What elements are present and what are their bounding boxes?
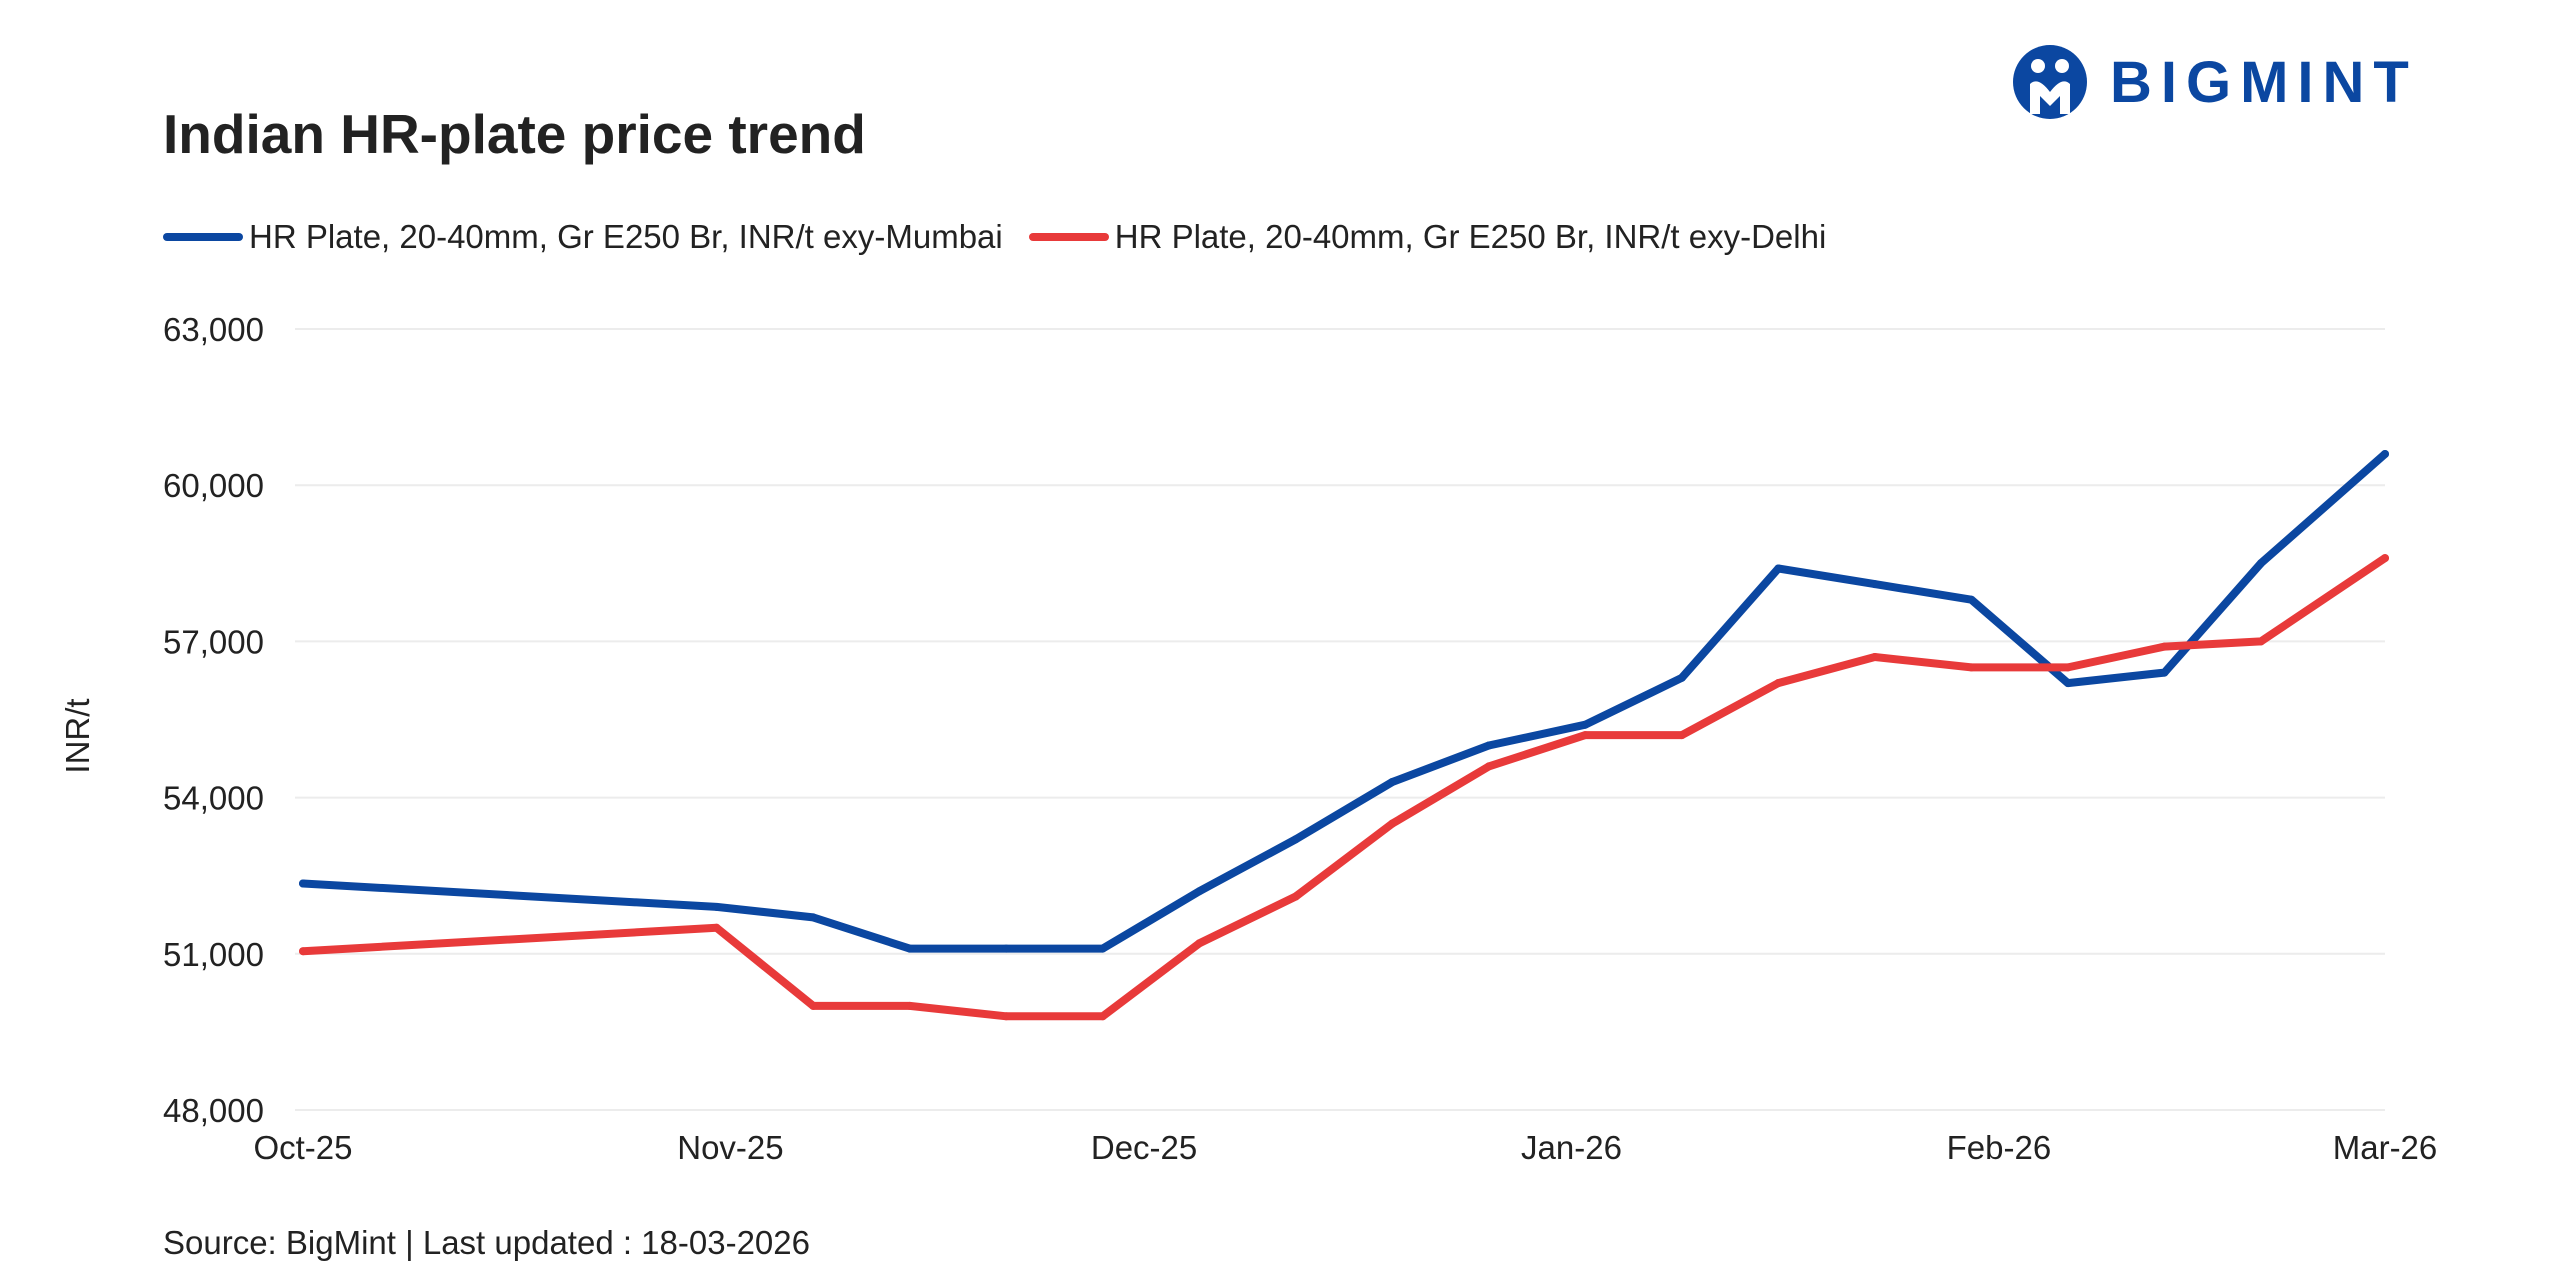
y-tick-label: 48,000 <box>163 1092 264 1129</box>
x-tick-label: Nov-25 <box>677 1129 783 1166</box>
data-point <box>1677 673 1686 682</box>
legend-label-delhi: HR Plate, 20-40mm, Gr E250 Br, INR/t exy… <box>1114 218 1827 255</box>
data-point <box>1195 939 1204 948</box>
data-point <box>2160 642 2169 651</box>
data-point <box>1002 1012 1011 1021</box>
data-point <box>1195 887 1204 896</box>
y-tick-label: 57,000 <box>163 623 264 660</box>
data-point <box>1484 741 1493 750</box>
bigmint-logo-icon <box>2013 45 2087 119</box>
data-point <box>1388 777 1397 786</box>
data-point <box>905 1001 914 1010</box>
data-point <box>712 902 721 911</box>
data-point <box>809 1001 818 1010</box>
legend-swatch-mumbai <box>163 233 243 241</box>
data-point <box>712 923 721 932</box>
series-line-delhi <box>299 554 2389 1021</box>
y-tick-label: 63,000 <box>163 311 264 348</box>
bigmint-logo: BIGMINT <box>2010 44 2418 120</box>
data-point <box>1774 564 1783 573</box>
y-tick-label: 60,000 <box>163 467 264 504</box>
data-point <box>1002 944 1011 953</box>
data-point <box>1870 653 1879 662</box>
bigmint-logo-text: BIGMINT <box>2110 49 2418 115</box>
data-point <box>1967 663 1976 672</box>
chart-title: Indian HR-plate price trend <box>163 103 866 165</box>
data-point <box>1291 892 1300 901</box>
data-point <box>2256 637 2265 646</box>
x-tick-label: Feb-26 <box>1947 1129 2052 1166</box>
data-point <box>2160 668 2169 677</box>
data-point <box>1581 731 1590 740</box>
data-point <box>809 913 818 922</box>
data-point <box>1967 595 1976 604</box>
y-tick-label: 54,000 <box>163 780 264 817</box>
data-point <box>2256 559 2265 568</box>
data-point <box>299 879 307 888</box>
x-tick-label: Mar-26 <box>2333 1129 2438 1166</box>
data-point <box>2063 663 2072 672</box>
legend-item-mumbai[interactable]: HR Plate, 20-40mm, Gr E250 Br, INR/t exy… <box>163 218 1003 256</box>
legend-swatch-delhi <box>1028 233 1109 241</box>
data-point <box>1677 731 1686 740</box>
legend-label-mumbai: HR Plate, 20-40mm, Gr E250 Br, INR/t exy… <box>249 218 1003 255</box>
data-point <box>1291 835 1300 844</box>
chart-legend: HR Plate, 20-40mm, Gr E250 Br, INR/t exy… <box>163 218 1852 256</box>
data-point <box>2063 679 2072 688</box>
y-tick-label: 51,000 <box>163 936 264 973</box>
data-point <box>1484 762 1493 771</box>
data-point <box>1098 1012 1107 1021</box>
legend-item-delhi[interactable]: HR Plate, 20-40mm, Gr E250 Br, INR/t exy… <box>1028 218 1827 256</box>
data-point <box>1098 944 1107 953</box>
x-tick-label: Jan-26 <box>1521 1129 1622 1166</box>
data-point <box>2381 554 2389 563</box>
data-point <box>1774 679 1783 688</box>
data-point <box>1388 819 1397 828</box>
data-point <box>905 944 914 953</box>
series-line-mumbai <box>299 450 2389 953</box>
data-point <box>1870 580 1879 589</box>
x-tick-label: Oct-25 <box>253 1129 352 1166</box>
data-point <box>299 947 307 956</box>
data-point <box>1581 720 1590 729</box>
source-note: Source: BigMint | Last updated : 18-03-2… <box>163 1224 810 1261</box>
data-point <box>2381 449 2389 458</box>
x-tick-label: Dec-25 <box>1091 1129 1197 1166</box>
